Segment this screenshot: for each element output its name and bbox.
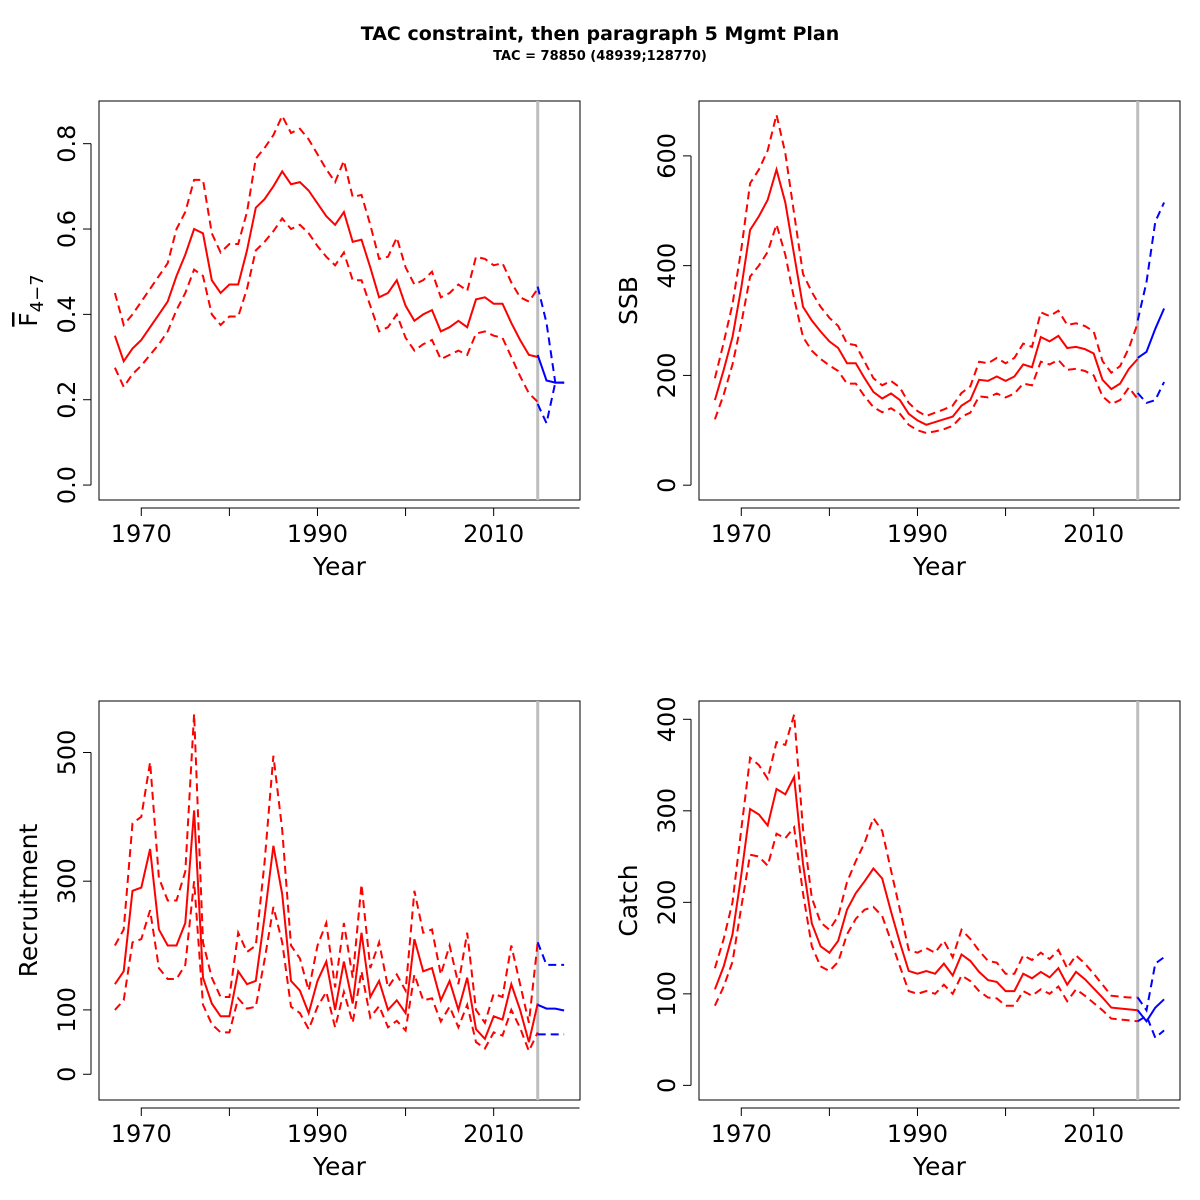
catch-y-tick-label-4: 400 [653, 696, 681, 742]
fbar-x-tick-label-1970: 1970 [111, 520, 172, 548]
catch-forecast-lower-line [1137, 1014, 1165, 1040]
ssb-forecast-estimate-line [1137, 308, 1166, 359]
panel-ssb: 1970 1990 2010 Year 0 200 400 600 SSB [614, 100, 1181, 581]
recruitment-y-tick-label-3: 500 [53, 730, 81, 776]
recruitment-x-tick-label-2010: 2010 [463, 1120, 524, 1148]
fbar-y-tick-label-1: 0.2 [53, 381, 81, 419]
fbar-forecast-upper-line [536, 286, 565, 384]
recruitment-y-axis-label: Recruitment [14, 823, 43, 977]
catch-y-tick-label-3: 300 [653, 788, 681, 834]
ssb-history-estimate-line [713, 165, 1139, 426]
fbar-y-axis-label-sub: 4−7 [27, 274, 48, 312]
ssb-y-axis-label: SSB [614, 276, 643, 325]
figure-subtitle: TAC = 78850 (48939;128770) [493, 49, 707, 64]
catch-y-tick-label-2: 200 [653, 879, 681, 925]
recruitment-forecast-upper-line [536, 941, 565, 966]
recruitment-y-tick-label-0: 0 [53, 1067, 81, 1082]
recruitment-y-axis-label-main: Recruitment [14, 823, 43, 977]
fbar-y-axis-label: F4−7 [14, 274, 48, 326]
catch-forecast-upper-line [1136, 956, 1165, 1013]
ssb-history-upper-line [713, 114, 1139, 418]
fbar-history-estimate-line [113, 169, 538, 364]
ssb-y-tick-label-2: 400 [653, 243, 681, 289]
panel-catch: 1970 1990 2010 Year 0 100 200 300 400 Catch [614, 696, 1181, 1181]
ssb-y-tick-label-1: 200 [653, 353, 681, 399]
recruitment-plot-frame [98, 700, 581, 1101]
ssb-y-tick-label-0: 0 [653, 478, 681, 493]
catch-x-tick-label-2010: 2010 [1063, 1120, 1124, 1148]
catch-x-tick-label-1970: 1970 [711, 1120, 772, 1148]
fbar-x-axis-label: Year [312, 552, 367, 581]
recruitment-history-lower-line [114, 881, 539, 1054]
fbar-y-tick-label-2: 0.4 [53, 295, 81, 333]
fbar-history-lower-line [113, 216, 539, 403]
recruitment-x-tick-label-1970: 1970 [111, 1120, 172, 1148]
fbar-y-tick-label-4: 0.8 [53, 125, 81, 163]
fbar-forecast-lower-line [536, 381, 565, 427]
catch-y-axis-label: Catch [614, 864, 643, 936]
catch-x-tick-label-1990: 1990 [887, 1120, 948, 1148]
recruitment-history-estimate-line [114, 810, 539, 1043]
panel-recruitment: 1970 1990 2010 Year 0 100 300 500 Recruitment [14, 700, 581, 1181]
fbar-y-axis-label-main: F [14, 312, 43, 326]
fbar-plot-frame [98, 100, 581, 501]
recruitment-x-tick-label-1990: 1990 [287, 1120, 348, 1148]
catch-history-upper-line [713, 714, 1138, 999]
recruitment-y-tick-label-2: 300 [53, 858, 81, 904]
panel-fbar: 1970 1990 2010 Year 0.0 0.2 0.4 0.6 0.8 F4−7 [14, 100, 581, 581]
catch-x-axis-label: Year [912, 1152, 967, 1181]
recruitment-y-tick-label-1: 100 [53, 987, 81, 1033]
recruitment-forecast-estimate-line [537, 1003, 565, 1012]
recruitment-history-upper-line [114, 713, 539, 1026]
recruitment-x-axis-label: Year [312, 1152, 367, 1181]
fbar-y-tick-label-0: 0.0 [53, 466, 81, 504]
ssb-x-axis-label: Year [912, 552, 967, 581]
fbar-y-tick-label-3: 0.6 [53, 210, 81, 248]
figure-title: TAC constraint, then paragraph 5 Mgmt Pl… [361, 23, 840, 45]
fbar-forecast-estimate-line [536, 354, 565, 384]
ssb-plot-frame [698, 100, 1181, 501]
catch-plot-frame [698, 700, 1181, 1101]
catch-y-tick-label-0: 0 [653, 1078, 681, 1093]
fbar-history-upper-line [113, 113, 539, 328]
ssb-y-axis-label-main: SSB [614, 276, 643, 325]
catch-history-estimate-line [713, 773, 1138, 1012]
catch-y-axis-label-main: Catch [614, 864, 643, 936]
catch-forecast-estimate-line [1136, 998, 1165, 1024]
ssb-x-tick-label-1970: 1970 [711, 520, 772, 548]
ssb-x-tick-label-2010: 2010 [1063, 520, 1124, 548]
ssb-forecast-upper-line [1136, 202, 1166, 321]
fbar-x-tick-label-1990: 1990 [287, 520, 348, 548]
ssb-history-lower-line [713, 221, 1139, 435]
ssb-y-tick-label-3: 600 [653, 133, 681, 179]
catch-y-tick-label-1: 100 [653, 971, 681, 1017]
catch-history-lower-line [713, 824, 1138, 1023]
ssb-x-tick-label-1990: 1990 [887, 520, 948, 548]
ssb-forecast-lower-line [1136, 381, 1165, 405]
fbar-x-tick-label-2010: 2010 [463, 520, 524, 548]
